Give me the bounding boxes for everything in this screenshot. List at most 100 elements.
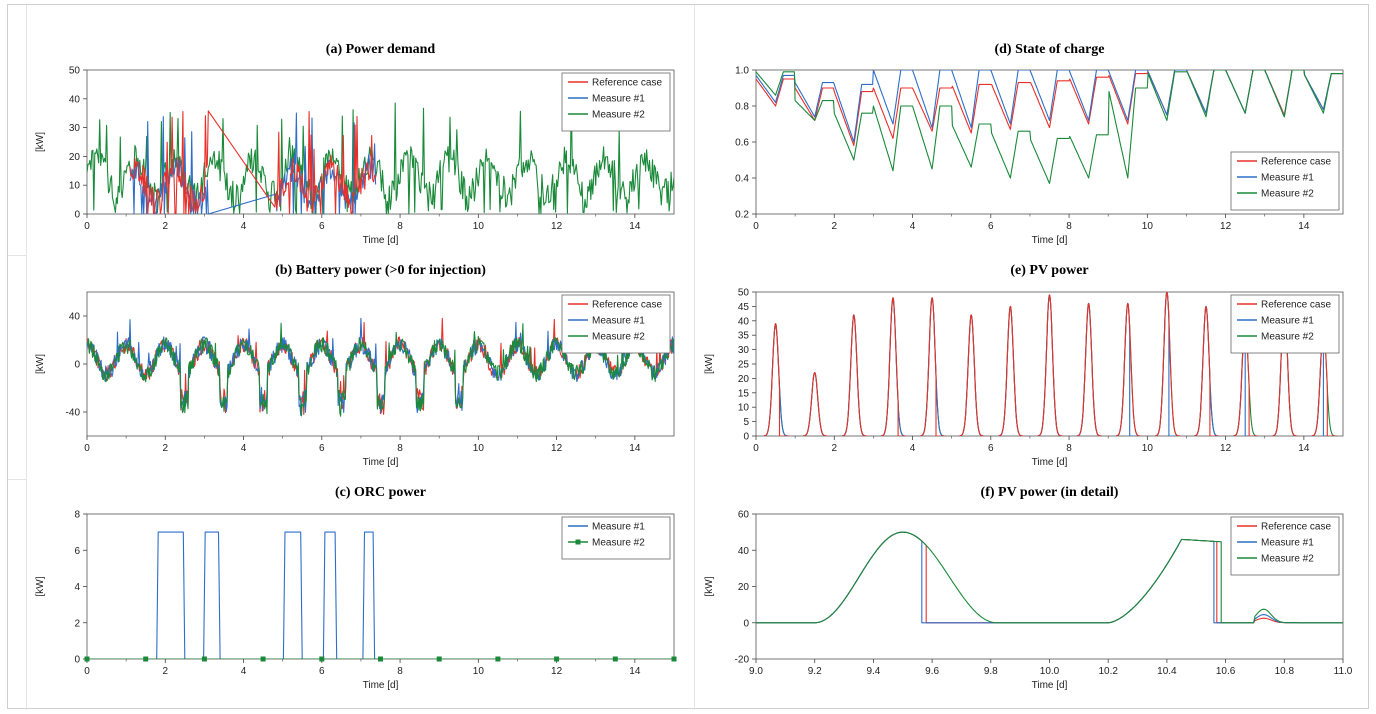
y-tick-label-b-0: -40: [66, 408, 81, 419]
x-axis-label-d: Time [d]: [1032, 235, 1068, 246]
x-tick-label-a-1: 2: [162, 221, 168, 232]
y-tick-label-e-1: 5: [743, 417, 749, 428]
x-axis-label-e: Time [d]: [1032, 457, 1068, 468]
x-tick-label-f-6: 10.2: [1098, 666, 1118, 677]
grid-divider-left: [26, 5, 27, 710]
y-tick-label-b-2: 40: [69, 312, 81, 323]
chart-d: (d) State of charge 0 2 4 6 8 10 12 14 0.2 0.4 0.6 0…: [735, 42, 1344, 246]
x-tick-label-e-5: 10: [1142, 443, 1154, 454]
series-group-b: [87, 317, 674, 417]
x-axis-label-b: Time [d]: [363, 457, 399, 468]
y-tick-label-b-1: 0: [74, 360, 80, 371]
legend-box-a: [561, 72, 671, 132]
series-marker-c-1-7: [495, 656, 501, 662]
x-tick-label-c-7: 14: [629, 666, 641, 677]
legend-a: Reference case Measure #1 Measure #2: [561, 72, 671, 132]
y-tick-label-c-0: 0: [74, 655, 80, 666]
legend-label-f-0: Reference case: [1261, 522, 1331, 533]
series-marker-c-1-2: [201, 656, 207, 662]
series-line-e-0-0: [763, 323, 790, 436]
y-tick-label-e-8: 40: [738, 316, 750, 327]
legend-label-e-1: Measure #1: [1261, 316, 1314, 327]
x-tick-label-e-3: 6: [988, 443, 994, 454]
y-tick-label-a-2: 20: [69, 152, 81, 163]
y-tick-label-d-0: 0.2: [735, 210, 749, 221]
series-marker-c-1-9: [612, 656, 618, 662]
legend-label-c-0: Measure #1: [592, 522, 645, 533]
x-tick-label-d-7: 14: [1298, 221, 1310, 232]
legend-e: Reference case Measure #1 Measure #2: [1230, 294, 1340, 354]
x-tick-label-f-3: 9.6: [925, 666, 939, 677]
legend-b: Reference case Measure #1 Measure #2: [561, 294, 671, 354]
chart-title-e: (e) PV power: [1010, 263, 1088, 278]
y-tick-label-a-0: 0: [74, 210, 80, 221]
y-axis-label-f: [kW]: [704, 576, 715, 596]
x-tick-label-d-3: 6: [988, 221, 994, 232]
legend-label-b-2: Measure #2: [592, 332, 645, 343]
x-tick-label-f-0: 9.0: [749, 666, 763, 677]
y-tick-label-e-5: 25: [738, 360, 750, 371]
y-tick-label-c-4: 8: [74, 510, 80, 521]
x-tick-label-b-6: 12: [551, 443, 563, 454]
legend-label-e-2: Measure #2: [1261, 332, 1314, 343]
y-tick-label-d-4: 1.0: [735, 66, 749, 77]
x-tick-label-f-1: 9.2: [808, 666, 822, 677]
y-tick-label-e-7: 35: [738, 331, 750, 342]
x-axis-label-a: Time [d]: [363, 235, 399, 246]
legend-label-a-0: Reference case: [592, 78, 662, 89]
series-line-e-0-6: [998, 305, 1025, 436]
y-tick-label-a-1: 10: [69, 181, 81, 192]
x-tick-label-e-0: 0: [753, 443, 759, 454]
series-marker-c-1-3: [260, 656, 266, 662]
y-tick-label-d-2: 0.6: [735, 138, 749, 149]
series-line-e-0-1: [802, 372, 829, 436]
y-tick-label-d-1: 0.4: [735, 174, 749, 185]
series-line-e-0-3: [881, 297, 907, 436]
legend-box-c: [561, 516, 671, 560]
grid-divider-middle: [694, 5, 695, 710]
series-marker-c-1-4: [319, 656, 325, 662]
series-line-d-2-0: [756, 70, 1343, 184]
x-tick-label-b-2: 4: [241, 443, 247, 454]
series-line-e-0-8: [1076, 302, 1103, 436]
y-tick-label-e-2: 10: [738, 403, 750, 414]
series-marker-c-1-8: [554, 656, 560, 662]
x-tick-label-e-6: 12: [1220, 443, 1232, 454]
legend-label-a-1: Measure #1: [592, 94, 645, 105]
legend-label-f-2: Measure #2: [1261, 554, 1314, 565]
x-tick-label-a-0: 0: [84, 221, 90, 232]
series-line-c-0-0: [87, 531, 674, 659]
x-tick-label-c-6: 12: [551, 666, 563, 677]
x-tick-label-f-10: 11.0: [1334, 666, 1353, 677]
x-tick-label-c-0: 0: [84, 666, 90, 677]
x-tick-label-a-4: 8: [397, 221, 403, 232]
y-tick-label-f-0: -20: [735, 655, 750, 666]
legend-f: Reference case Measure #1 Measure #2: [1230, 516, 1340, 576]
x-tick-label-f-2: 9.4: [866, 666, 880, 677]
y-tick-label-d-3: 0.8: [735, 102, 749, 113]
legend-label-f-1: Measure #1: [1261, 538, 1314, 549]
series-marker-c-1-0: [84, 656, 90, 662]
y-axis-label-b: [kW]: [35, 354, 46, 374]
series-line-e-0-7: [1037, 294, 1064, 436]
series-line-e-0-11: [1194, 305, 1220, 436]
y-tick-label-e-4: 20: [738, 374, 750, 385]
y-tick-label-e-0: 0: [743, 432, 749, 443]
y-tick-label-c-3: 6: [74, 546, 80, 557]
x-tick-label-b-0: 0: [84, 443, 90, 454]
chart-title-b: (b) Battery power (>0 for injection): [275, 263, 486, 278]
y-tick-label-f-3: 40: [738, 546, 750, 557]
y-tick-label-a-4: 40: [69, 94, 81, 105]
chart-c: (c) ORC power 0 2 4 6 8 10 12 14 0 2 4 6 8 Time [d] [kW…: [35, 485, 677, 691]
y-axis-label-c: [kW]: [35, 576, 46, 596]
legend-label-d-0: Reference case: [1261, 157, 1331, 168]
x-tick-label-d-1: 2: [831, 221, 837, 232]
legend-label-e-0: Reference case: [1261, 300, 1331, 311]
series-line-e-0-5: [959, 314, 985, 436]
chart-e: (e) PV power 0 2 4 6 8 10 12 14 0 5 10 15 20 25 30 35 40 4…: [704, 263, 1344, 468]
x-tick-label-c-5: 10: [473, 666, 485, 677]
y-tick-label-c-2: 4: [74, 582, 80, 593]
x-tick-label-e-4: 8: [1066, 443, 1072, 454]
legend-label-c-1: Measure #2: [592, 538, 645, 549]
